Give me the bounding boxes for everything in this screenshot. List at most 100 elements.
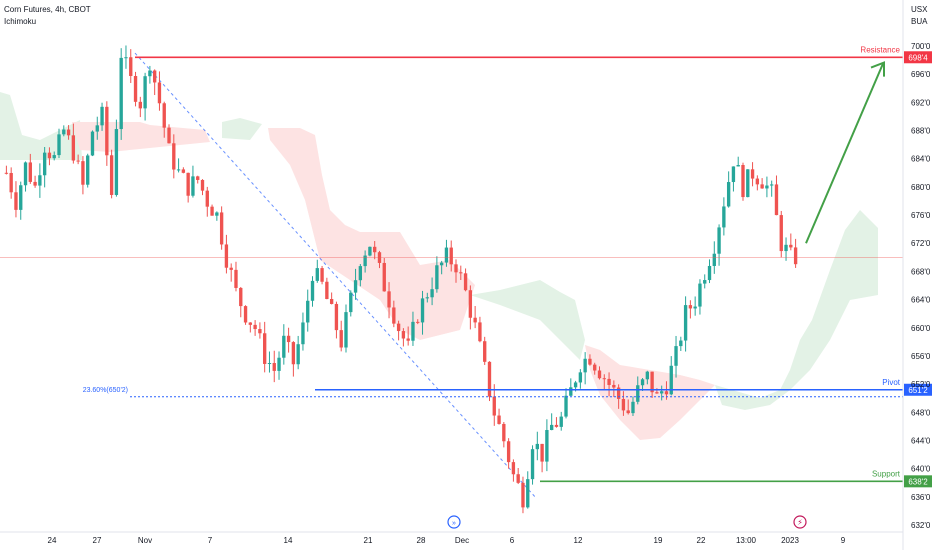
candle <box>387 282 391 319</box>
candle-body <box>502 423 506 442</box>
candle-body <box>669 365 673 395</box>
candle <box>602 374 606 390</box>
candle-body <box>315 268 319 281</box>
candle <box>588 354 592 366</box>
candle-body <box>320 268 324 282</box>
candle <box>717 224 721 266</box>
candle <box>578 369 583 389</box>
candle-body <box>406 338 410 341</box>
candle <box>425 292 429 303</box>
candle-body <box>664 391 669 395</box>
candle <box>650 371 654 398</box>
candle-body <box>38 175 42 186</box>
candle-body <box>545 430 549 462</box>
candle <box>186 172 190 203</box>
candle-body <box>717 227 721 254</box>
candle <box>511 459 516 482</box>
candle <box>693 296 697 316</box>
candle <box>243 305 248 325</box>
candle-body <box>726 182 731 207</box>
candle <box>62 125 66 137</box>
candle-body <box>28 162 32 182</box>
candle-body <box>291 342 296 365</box>
candle-body <box>339 330 343 348</box>
candle-body <box>612 384 616 388</box>
candle-body <box>640 379 645 386</box>
cloud-bull-2 <box>222 118 262 140</box>
candle-body <box>19 185 23 210</box>
candle-body <box>793 247 798 265</box>
y-tick-label: 680'0 <box>911 183 931 192</box>
candle <box>81 156 85 195</box>
candle <box>47 147 52 166</box>
candle <box>143 72 147 121</box>
candle-body <box>583 358 587 373</box>
candle <box>66 125 71 140</box>
candle-body <box>497 415 501 424</box>
candle-body <box>325 281 329 300</box>
support-price-tag-text: 638'2 <box>908 477 928 486</box>
candle-body <box>535 443 539 450</box>
candle <box>401 328 406 347</box>
candle-body <box>506 441 511 463</box>
candle <box>57 128 61 159</box>
candle-body <box>755 178 760 185</box>
candle-body <box>109 155 114 195</box>
candle-body <box>167 127 171 144</box>
candle-body <box>196 176 200 180</box>
candle <box>540 443 544 473</box>
candle <box>42 146 47 188</box>
ichimoku-cloud <box>0 92 878 440</box>
candle-body <box>81 161 85 185</box>
candle <box>38 163 42 198</box>
candle <box>90 130 95 157</box>
candle <box>770 180 774 197</box>
candle-body <box>521 482 525 508</box>
candle-body <box>263 333 267 364</box>
candle <box>612 380 616 397</box>
candle <box>382 258 386 292</box>
candle-body <box>636 385 640 402</box>
dividend-flag-glyph: » <box>452 520 456 527</box>
candle <box>267 351 272 373</box>
candle-body <box>124 57 128 59</box>
candle-body <box>373 246 377 253</box>
candle <box>291 341 296 377</box>
candle-body <box>66 129 71 136</box>
x-tick-label: 14 <box>284 536 293 545</box>
candle <box>789 233 793 251</box>
candle-body <box>468 290 473 318</box>
candle-body <box>621 398 626 411</box>
candle-body <box>707 265 712 281</box>
candle-body <box>387 291 391 308</box>
candle <box>119 48 123 140</box>
candle-body <box>253 324 257 330</box>
candle-body <box>597 370 602 379</box>
pivot-price-tag-text: 651'2 <box>908 386 928 395</box>
candle-body <box>119 57 123 130</box>
candle-body <box>306 300 310 323</box>
candle <box>679 336 683 351</box>
candle <box>28 153 32 184</box>
candle <box>559 411 563 431</box>
candle <box>373 241 377 260</box>
candle-body <box>129 57 133 76</box>
resistance-label: Resistance <box>860 45 900 54</box>
candle-body <box>392 307 396 324</box>
candle-body <box>487 361 492 397</box>
x-tick-label: 22 <box>697 536 706 545</box>
candle <box>430 277 434 306</box>
candle <box>535 431 539 461</box>
candle <box>746 169 750 198</box>
candle-body <box>219 212 224 245</box>
candle-body <box>172 143 176 170</box>
cloud-bear-3 <box>585 345 715 440</box>
candle-body <box>301 322 305 345</box>
x-tick-label: 7 <box>208 536 213 545</box>
candle <box>176 158 181 173</box>
candle <box>196 175 200 184</box>
x-tick-label: 19 <box>654 536 663 545</box>
candle <box>33 175 37 188</box>
candle <box>516 467 520 485</box>
